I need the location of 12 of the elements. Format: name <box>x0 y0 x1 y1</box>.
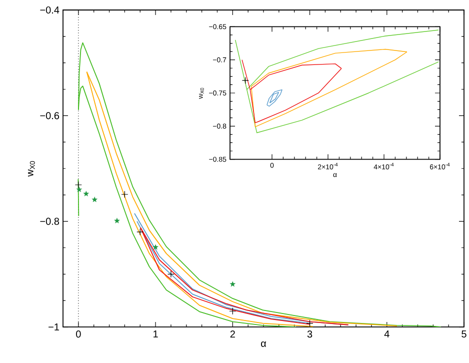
x-tick-label: 5 <box>462 330 466 338</box>
y-tick-label: −0.8 <box>40 218 60 225</box>
x-tick-label: 1 <box>154 330 158 338</box>
x-tick-label: 3 <box>307 330 312 338</box>
y-tick-label: −1 <box>48 324 59 330</box>
x-tick-label: 4 <box>384 330 390 338</box>
y-tick-label: −0.4 <box>40 6 60 14</box>
x-tick-label: 0 <box>76 330 81 338</box>
x-tick-label: 2 <box>230 330 235 338</box>
y-tick-label: −0.6 <box>40 112 60 120</box>
y-axis-title: w$_{X0}$ <box>28 161 35 177</box>
x-axis-title: α <box>261 341 266 347</box>
